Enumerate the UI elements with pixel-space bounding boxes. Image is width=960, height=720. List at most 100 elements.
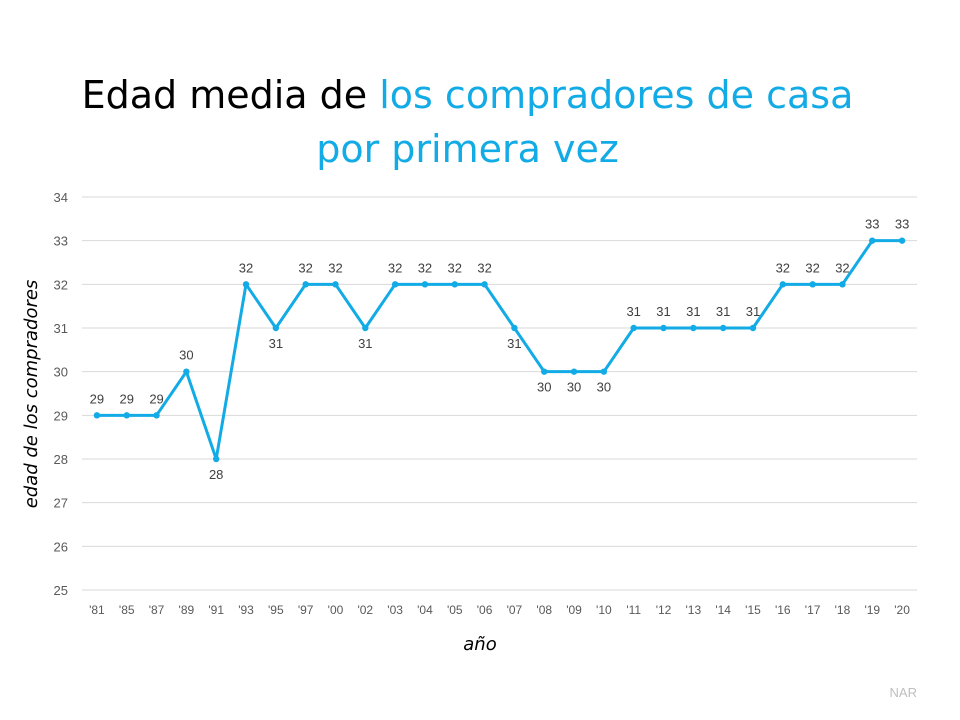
data-label: 28 <box>209 467 223 482</box>
x-tick-label: '18 <box>835 603 851 617</box>
x-tick-label: '03 <box>387 603 403 617</box>
x-tick-label: '91 <box>208 603 224 617</box>
x-tick-label: '11 <box>626 603 641 617</box>
data-label: 29 <box>149 391 163 406</box>
y-tick-label: 31 <box>54 321 68 336</box>
y-tick-label: 30 <box>54 365 68 380</box>
data-point <box>570 368 578 375</box>
data-label: 31 <box>656 304 670 319</box>
y-tick-label: 32 <box>54 277 68 292</box>
data-label: 33 <box>895 217 909 232</box>
x-tick-label: '07 <box>507 603 523 617</box>
data-label: 31 <box>746 304 760 319</box>
x-tick-label: '02 <box>357 603 373 617</box>
data-point <box>212 455 220 463</box>
data-point <box>719 324 727 332</box>
data-point <box>362 324 369 332</box>
y-tick-label: 33 <box>54 234 68 249</box>
x-tick-label: '81 <box>89 603 105 617</box>
data-label: 30 <box>567 380 581 395</box>
data-label: 32 <box>776 260 790 275</box>
data-label: 32 <box>298 260 312 275</box>
source-label: NAR <box>889 685 917 700</box>
data-point <box>451 281 458 288</box>
x-tick-label: '06 <box>477 603 493 617</box>
data-label: 31 <box>626 304 640 319</box>
data-label: 32 <box>418 260 432 275</box>
x-tick-label: '16 <box>775 603 791 617</box>
y-tick-label: 26 <box>54 539 68 554</box>
data-label: 31 <box>716 304 730 319</box>
x-tick-label: '10 <box>596 603 612 617</box>
x-tick-label: '00 <box>328 603 344 617</box>
data-label: 32 <box>805 260 819 275</box>
chart-title: Edad media de los compradores de casa po… <box>0 68 935 176</box>
series-line <box>96 239 903 461</box>
data-point <box>660 324 667 332</box>
y-tick-label: 29 <box>54 408 68 423</box>
x-tick-label: '93 <box>238 603 254 617</box>
data-point <box>600 368 608 375</box>
x-tick-label: '95 <box>268 603 284 617</box>
data-label: 32 <box>477 260 491 275</box>
data-label: 29 <box>119 391 133 406</box>
x-tick-label: '20 <box>894 603 910 617</box>
data-point <box>93 412 101 419</box>
x-tick-label: '15 <box>745 603 761 617</box>
data-point <box>123 412 130 419</box>
data-point <box>779 281 787 288</box>
x-axis-label: año <box>463 634 496 655</box>
y-axis-label: edad de los compradores <box>21 280 42 509</box>
data-point <box>332 281 339 288</box>
data-label: 32 <box>448 260 462 275</box>
data-label: 31 <box>358 336 372 351</box>
title-part-2: los compradores de casa <box>379 73 854 117</box>
y-tick-label: 28 <box>54 452 68 467</box>
data-label: 32 <box>835 260 849 275</box>
data-point <box>391 281 399 288</box>
data-point <box>541 368 548 375</box>
data-label: 32 <box>388 260 402 275</box>
x-tick-label: '97 <box>298 603 314 617</box>
data-point <box>839 281 846 288</box>
data-point <box>690 324 697 332</box>
y-tick-label: 34 <box>54 190 68 205</box>
data-point <box>749 324 757 332</box>
x-tick-label: '08 <box>536 603 552 617</box>
data-point <box>421 281 429 288</box>
x-tick-label: '09 <box>566 603 582 617</box>
data-point <box>242 281 250 288</box>
x-tick-label: '17 <box>805 603 821 617</box>
title-part-1: Edad media de <box>81 73 380 117</box>
data-point <box>869 237 876 244</box>
data-label: 32 <box>328 260 342 275</box>
x-tick-label: '05 <box>447 603 463 617</box>
data-point <box>898 237 906 244</box>
x-tick-label: '13 <box>686 603 702 617</box>
x-tick-label: '87 <box>149 603 165 617</box>
x-tick-label: '85 <box>119 603 135 617</box>
data-point <box>511 324 518 332</box>
data-point <box>302 281 309 288</box>
x-tick-label: '12 <box>656 603 672 617</box>
data-label: 32 <box>239 260 253 275</box>
data-label: 31 <box>269 336 283 351</box>
data-label: 29 <box>90 391 104 406</box>
data-label: 31 <box>686 304 700 319</box>
data-label: 33 <box>865 217 879 232</box>
y-tick-label: 25 <box>54 583 68 598</box>
title-part-3: por primera vez <box>316 127 619 171</box>
x-tick-label: '04 <box>417 603 433 617</box>
data-point <box>809 281 816 288</box>
data-point <box>153 412 160 419</box>
data-label: 31 <box>507 336 521 351</box>
x-tick-label: '89 <box>179 603 195 617</box>
data-label: 30 <box>179 348 193 363</box>
y-tick-label: 27 <box>54 496 68 511</box>
data-label: 30 <box>597 380 611 395</box>
data-point <box>630 324 637 332</box>
data-point <box>272 324 280 332</box>
data-label: 30 <box>537 380 551 395</box>
x-tick-label: '14 <box>715 603 731 617</box>
